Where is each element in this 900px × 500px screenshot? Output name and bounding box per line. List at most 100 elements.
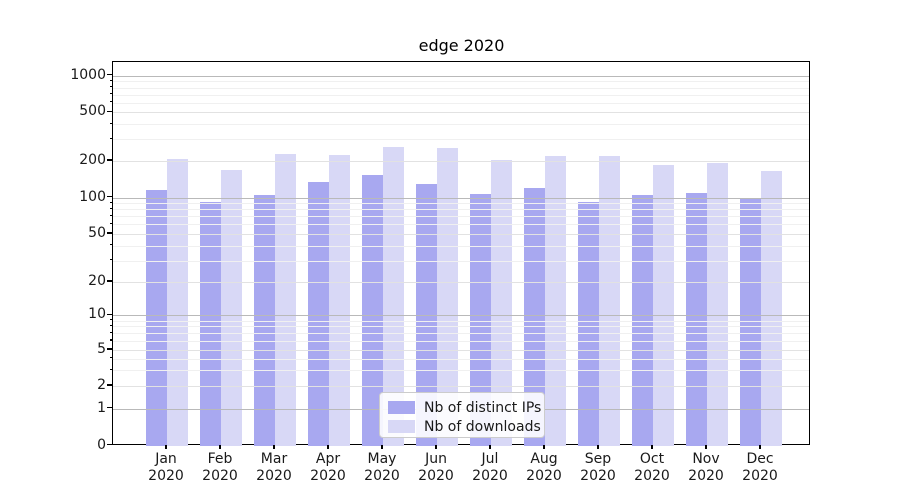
- y-minor-tick-mark-4: [110, 357, 112, 359]
- y-tick-mark-50: [107, 232, 112, 234]
- y-tick-label-1000: 1000: [70, 66, 106, 83]
- bar-downloads-jan: [167, 159, 189, 446]
- y-gridline-700: [113, 94, 809, 96]
- y-minor-tick-mark-7: [110, 331, 112, 333]
- y-minor-tick-mark-40: [110, 244, 112, 246]
- y-gridline-400: [113, 124, 809, 126]
- x-tick-label-aug: Aug 2020: [526, 451, 562, 484]
- y-gridline-800: [113, 87, 809, 89]
- y-minor-tick-mark-900: [110, 79, 112, 81]
- y-tick-label-20: 20: [88, 273, 106, 289]
- x-tick-label-feb: Feb 2020: [202, 451, 238, 484]
- y-tick-label-10: 10: [88, 306, 106, 323]
- y-gridline-90: [113, 203, 809, 205]
- y-gridline-100: [113, 197, 809, 199]
- y-tick-mark-2: [107, 384, 112, 386]
- x-tick-label-apr: Apr 2020: [310, 451, 346, 484]
- x-tick-mark-dec: [759, 445, 761, 449]
- bar-downloads-nov: [707, 163, 729, 446]
- y-gridline-10: [113, 315, 809, 317]
- y-gridline-300: [113, 139, 809, 141]
- legend-swatch-downloads-icon: [388, 420, 415, 433]
- x-tick-mark-mar: [273, 445, 275, 449]
- bar-downloads-jun: [437, 148, 459, 446]
- y-tick-mark-200: [107, 159, 112, 161]
- y-tick-label-2: 2: [97, 377, 106, 393]
- y-tick-label-5: 5: [97, 341, 106, 357]
- x-tick-mark-aug: [543, 445, 545, 449]
- chart-title: edge 2020: [418, 36, 505, 55]
- y-tick-mark-10: [107, 313, 112, 315]
- y-gridline-40: [113, 245, 809, 247]
- y-gridline-7: [113, 333, 809, 335]
- y-tick-label-0: 0: [97, 436, 106, 453]
- bar-distinct-ips-may: [361, 175, 383, 446]
- legend-item-downloads: Nb of downloads: [388, 417, 541, 436]
- legend-label-downloads: Nb of downloads: [424, 418, 541, 435]
- y-minor-tick-mark-9: [110, 319, 112, 321]
- x-tick-mark-jul: [489, 445, 491, 449]
- x-tick-mark-oct: [651, 445, 653, 449]
- legend-swatch-distinct-ips-icon: [388, 401, 415, 414]
- y-gridline-9: [113, 320, 809, 322]
- legend-label-distinct-ips: Nb of distinct IPs: [424, 399, 542, 416]
- y-minor-tick-mark-90: [110, 201, 112, 203]
- y-tick-mark-1: [107, 407, 112, 409]
- x-tick-label-sep: Sep 2020: [580, 451, 616, 484]
- x-tick-mark-feb: [219, 445, 221, 449]
- y-gridline-3: [113, 370, 809, 372]
- y-gridline-50: [113, 234, 809, 235]
- y-tick-label-1: 1: [97, 399, 106, 416]
- y-minor-tick-mark-400: [110, 122, 112, 124]
- y-gridline-5: [113, 350, 809, 351]
- x-tick-mark-sep: [597, 445, 599, 449]
- bar-downloads-oct: [653, 165, 675, 446]
- y-minor-tick-mark-800: [110, 86, 112, 88]
- bar-downloads-sep: [599, 155, 621, 446]
- y-minor-tick-mark-700: [110, 93, 112, 95]
- plot-area: Nb of distinct IPs Nb of downloads: [112, 61, 810, 446]
- x-tick-label-jul: Jul 2020: [472, 451, 508, 484]
- bar-downloads-apr: [329, 154, 351, 446]
- bar-distinct-ips-sep: [577, 202, 599, 446]
- legend-item-distinct-ips: Nb of distinct IPs: [388, 398, 541, 417]
- x-tick-mark-may: [381, 445, 383, 449]
- y-tick-label-500: 500: [79, 103, 106, 120]
- y-tick-mark-500: [107, 110, 112, 112]
- x-tick-label-may: May 2020: [364, 451, 400, 484]
- y-minor-tick-mark-60: [110, 222, 112, 225]
- y-gridline-80: [113, 209, 809, 211]
- y-gridline-6: [113, 340, 809, 342]
- y-gridline-1000: [113, 75, 809, 77]
- y-tick-mark-20: [107, 280, 112, 282]
- bar-distinct-ips-aug: [523, 188, 545, 446]
- bar-distinct-ips-oct: [631, 195, 653, 446]
- bar-downloads-dec: [761, 170, 783, 446]
- y-tick-mark-0: [107, 444, 112, 446]
- y-minor-tick-mark-6: [110, 339, 112, 341]
- bar-distinct-ips-nov: [685, 193, 707, 446]
- y-gridline-30: [113, 260, 809, 262]
- y-tick-mark-5: [107, 348, 112, 350]
- bar-distinct-ips-jun: [415, 184, 437, 446]
- y-tick-label-100: 100: [79, 188, 106, 205]
- bar-distinct-ips-jul: [469, 193, 491, 446]
- x-tick-label-oct: Oct 2020: [634, 451, 670, 484]
- x-tick-label-nov: Nov 2020: [688, 451, 724, 484]
- legend: Nb of distinct IPs Nb of downloads: [379, 392, 545, 438]
- bar-distinct-ips-apr: [307, 181, 329, 446]
- y-gridline-900: [113, 81, 809, 83]
- x-tick-label-jan: Jan 2020: [148, 451, 184, 484]
- x-tick-label-dec: Dec 2020: [742, 451, 778, 484]
- x-tick-mark-jun: [435, 445, 437, 449]
- x-tick-label-mar: Mar 2020: [256, 451, 292, 484]
- x-tick-mark-nov: [705, 445, 707, 449]
- bar-distinct-ips-mar: [253, 195, 275, 446]
- y-tick-label-200: 200: [79, 151, 106, 168]
- y-minor-tick-mark-70: [110, 214, 112, 217]
- bar-distinct-ips-feb: [199, 201, 221, 446]
- y-gridline-200: [113, 160, 809, 162]
- bar-distinct-ips-jan: [145, 190, 167, 446]
- y-gridline-4: [113, 358, 809, 360]
